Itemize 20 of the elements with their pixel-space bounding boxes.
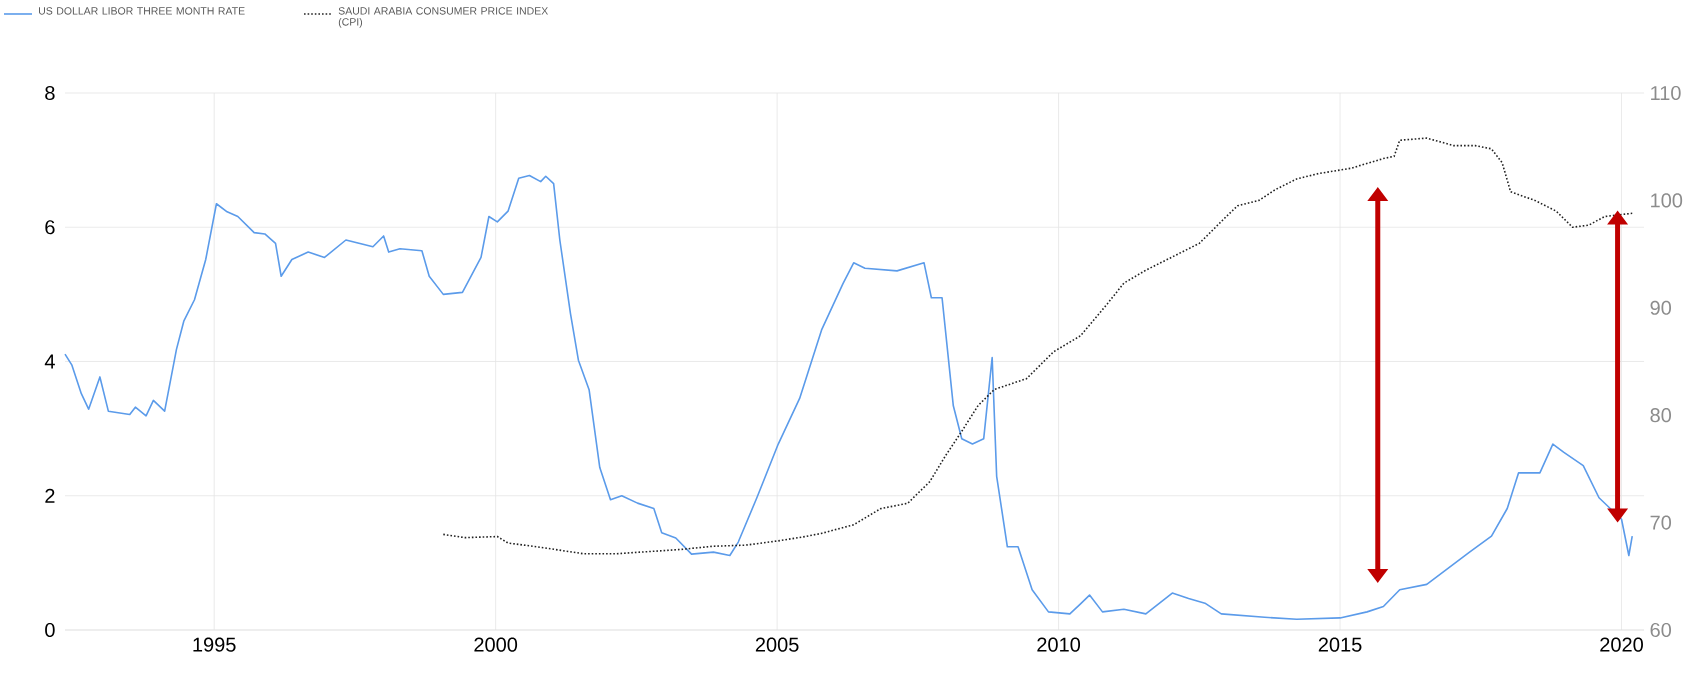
x-tick-label: 2005 [755,637,799,652]
x-tick-label: 2010 [1037,637,1081,652]
legend-label: US DOLLAR LIBOR THREE MONTH RATE [39,7,245,15]
y-tick-label: 4 [44,354,55,369]
y-tick-label: 2 [45,488,55,503]
y2-tick-label: 110 [1651,85,1681,101]
y2-tick-label: 60 [1650,622,1672,638]
x-tick-label: 1995 [193,637,236,652]
y2-tick-label: 90 [1650,300,1672,315]
x-tick-label: 2015 [1318,637,1362,652]
legend-label: SAUDI ARABIA CONSUMER PRICE INDEX (CPI) [338,7,548,28]
y-tick-label: 6 [45,220,55,235]
x-tick-label: 2000 [474,637,518,652]
y2-tick-label: 70 [1650,515,1672,530]
x-tick-label: 2020 [1600,637,1643,652]
y2-tick-label: 80 [1650,408,1672,423]
y2-tick-label: 100 [1651,193,1683,208]
y-tick-label: 0 [45,622,55,638]
y-tick-label: 8 [45,85,55,101]
line-series [442,137,1634,555]
